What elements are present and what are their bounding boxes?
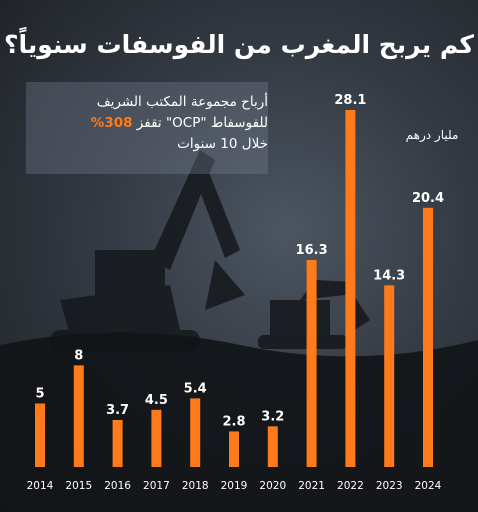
value-label-2020: 3.2 [261,409,284,424]
bar-2020 [267,426,278,467]
bar-2018 [190,398,201,467]
x-tick-2023: 2023 [376,480,403,492]
bar-2017 [151,409,162,467]
value-label-2021: 16.3 [296,243,328,258]
note-annotation: أرباح مجموعة المكتب الشريف للفوسفاط "OCP… [18,92,268,155]
value-label-2016: 3.7 [106,403,129,418]
bar-2022 [345,110,356,467]
x-tick-2021: 2021 [298,480,325,492]
x-tick-2019: 2019 [221,480,248,492]
value-label-2022: 28.1 [334,93,366,108]
bar-2023 [384,285,395,467]
value-label-2024: 20.4 [412,191,444,206]
note-line-2-text: للفوسفاط "OCP" تقفز [132,115,268,131]
value-label-2023: 14.3 [373,268,405,283]
x-tick-2022: 2022 [337,480,364,492]
value-label-2019: 2.8 [222,414,245,429]
x-tick-2024: 2024 [415,480,442,492]
note-line-3: خلال 10 سنوات [177,136,268,152]
x-tick-2017: 2017 [143,480,170,492]
value-label-2015: 8 [74,348,83,363]
note-line-1: أرباح مجموعة المكتب الشريف [96,94,268,110]
unit-label: مليار درهم [405,128,459,142]
value-label-2017: 4.5 [145,393,168,408]
note-box [26,82,268,174]
bar-2016 [112,419,123,467]
bar-2021 [306,259,317,467]
note-percent: 308% [90,115,133,131]
x-tick-2018: 2018 [182,480,209,492]
bar-2024 [423,207,433,467]
x-tick-2020: 2020 [259,480,286,492]
x-tick-2014: 2014 [27,480,54,492]
x-tick-2015: 2015 [65,480,92,492]
bar-2015 [73,365,84,467]
value-label-2014: 5 [35,386,44,401]
bar-2014 [35,403,45,467]
note-line-2: للفوسفاط "OCP" تقفز 308% [18,113,268,134]
chart-title: كم يربح المغرب من الفوسفات سنوياً؟ [4,30,474,59]
bar-2019 [229,431,239,467]
value-label-2018: 5.4 [184,381,207,396]
x-tick-2016: 2016 [104,480,131,492]
